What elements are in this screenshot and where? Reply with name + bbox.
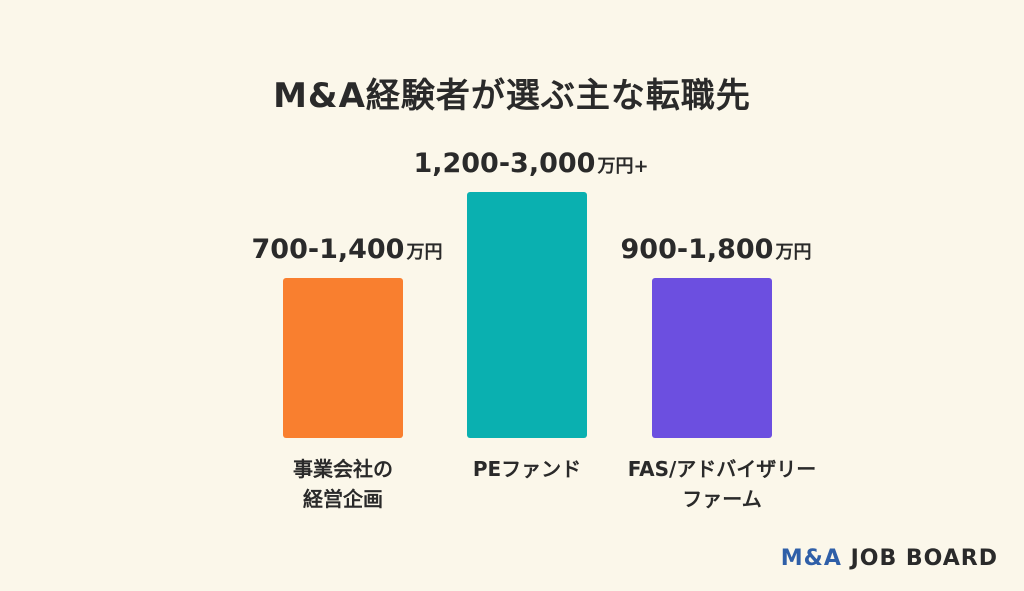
category-label-1-line-1: 事業会社の: [293, 457, 393, 481]
chart-title: M&A経験者が選ぶ主な転職先: [273, 76, 751, 116]
brand-accent: M&A: [780, 546, 842, 571]
value-label-2: 1,200-3,000 万円+: [413, 148, 648, 179]
category-label-1-line-2: 経営企画: [303, 487, 383, 511]
category-label-3-line-1: FAS/アドバイザリー: [628, 457, 817, 481]
brand-logo: M&A JOB BOARD: [781, 546, 998, 571]
brand-rest: JOB BOARD: [850, 546, 998, 571]
category-label-3-line-2: ファーム: [682, 487, 761, 511]
value-label-3: 900-1,800 万円: [621, 234, 812, 265]
category-label-2-line-1: PEファンド: [473, 457, 581, 481]
bar-2: [467, 192, 587, 438]
bar-3: [652, 278, 772, 438]
bar-1: [283, 278, 403, 438]
value-label-1: 700-1,400 万円: [252, 234, 443, 265]
